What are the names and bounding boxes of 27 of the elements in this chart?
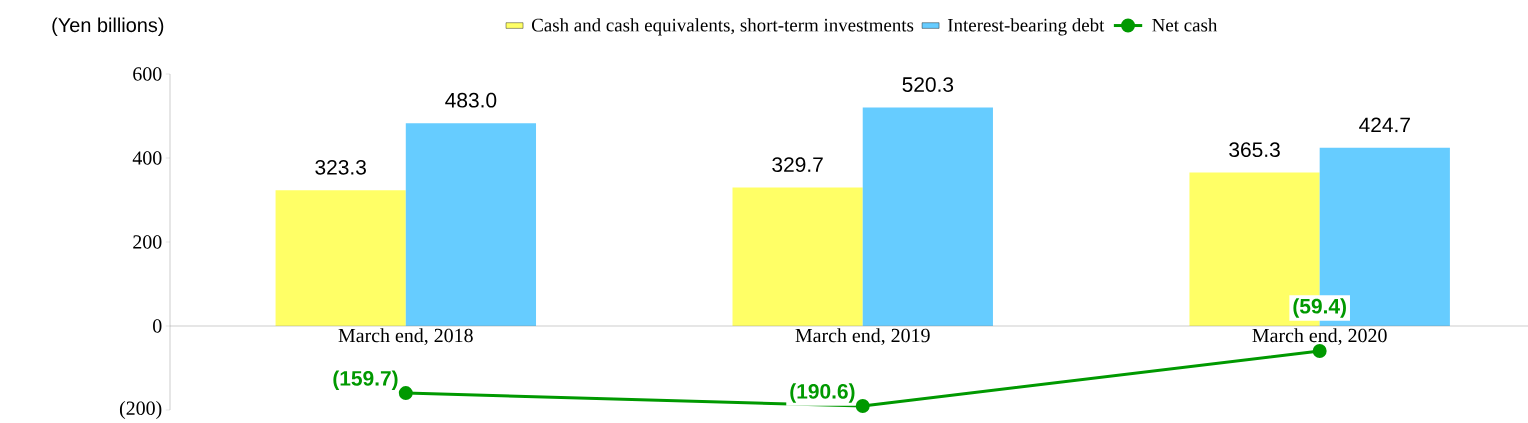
legend-label: Interest-bearing debt bbox=[947, 18, 1105, 36]
point bbox=[398, 386, 413, 401]
y-tick-label: 0 bbox=[153, 319, 162, 333]
bar bbox=[732, 187, 863, 326]
x-tick-label: March end, 2020 bbox=[1252, 328, 1387, 346]
y-axis-title: (Yen billions) bbox=[52, 17, 164, 37]
data-label: (59.4) bbox=[1293, 298, 1346, 318]
y-tick-label: (200) bbox=[119, 400, 162, 420]
data-label: 365.3 bbox=[1229, 142, 1280, 158]
y-tick-label: 400 bbox=[132, 151, 162, 165]
legend-label: Net cash bbox=[1152, 18, 1218, 32]
data-label: 520.3 bbox=[902, 77, 954, 92]
data-label: (159.7) bbox=[333, 370, 398, 390]
y-tick-label: 200 bbox=[133, 235, 162, 249]
data-label: 323.3 bbox=[315, 159, 366, 175]
legend-label: Cash and cash equivalents, short-term investments bbox=[531, 18, 914, 36]
data-label: (190.6) bbox=[790, 383, 855, 403]
y-tick-label: 600 bbox=[133, 67, 162, 81]
data-label: 329.7 bbox=[772, 157, 823, 173]
bar bbox=[862, 107, 993, 326]
data-label: 483.0 bbox=[445, 92, 497, 108]
point bbox=[855, 399, 870, 414]
x-tick-label: March end, 2018 bbox=[338, 328, 473, 346]
x-tick-label: March end, 2019 bbox=[795, 328, 930, 346]
bar bbox=[275, 190, 406, 326]
data-label: 424.7 bbox=[1359, 117, 1410, 133]
bar bbox=[405, 123, 537, 326]
